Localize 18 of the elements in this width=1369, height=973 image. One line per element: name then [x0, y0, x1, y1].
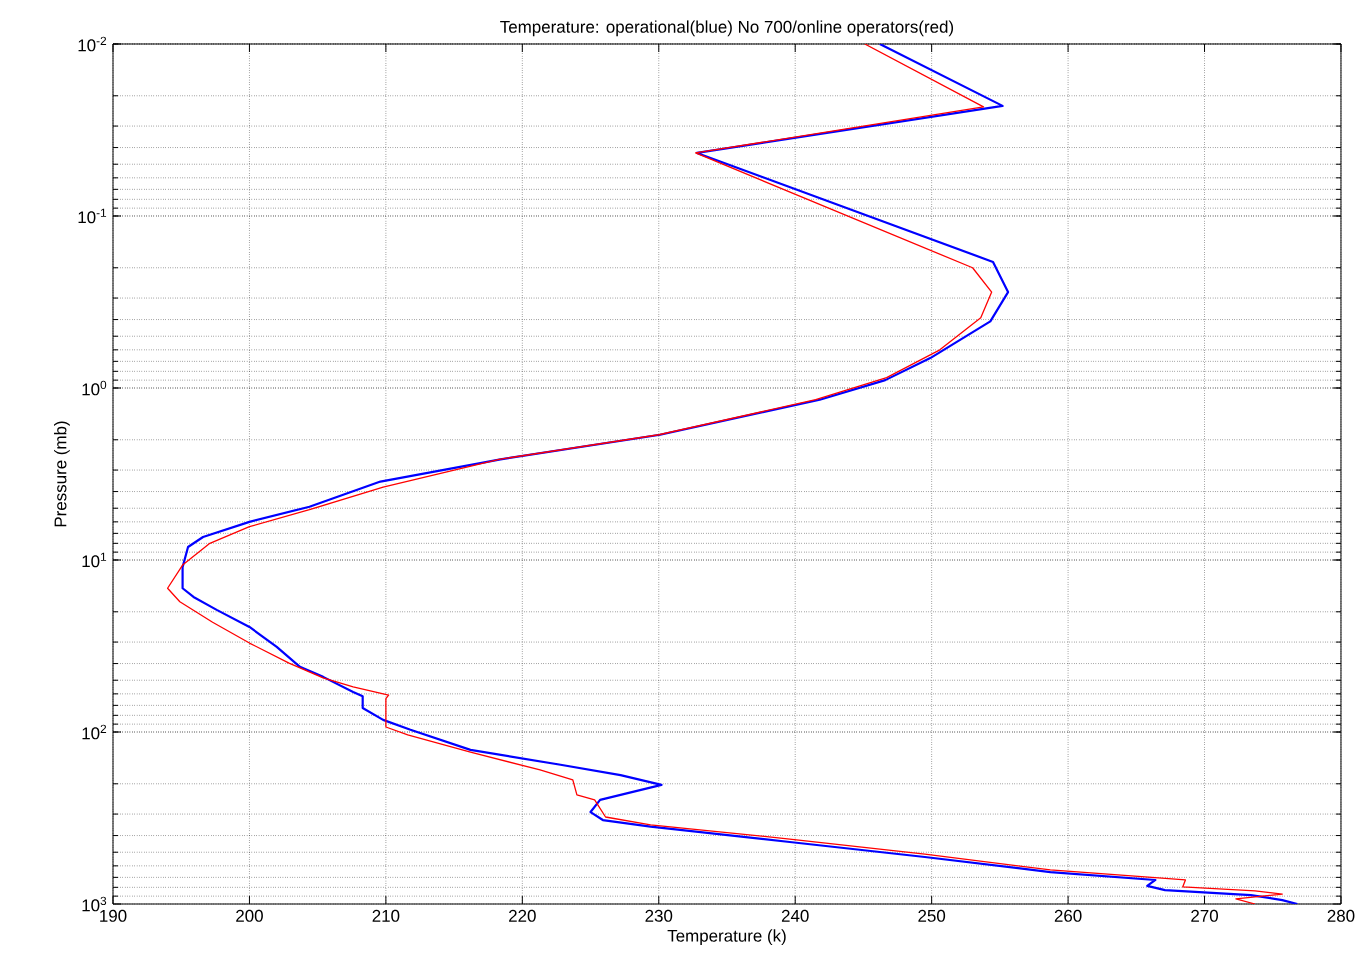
- x-axis-title: Temperature (k): [667, 929, 786, 946]
- x-tick-label: 260: [1054, 909, 1082, 922]
- x-tick-label: 240: [781, 909, 809, 922]
- y-tick-label: 10$^{-2}$: [78, 36, 107, 52]
- x-tick-label: 280: [1327, 909, 1355, 922]
- chart-title: Temperature: operational(blue) No 700/online operators(red): [500, 20, 954, 37]
- x-tick-label: 210: [372, 909, 400, 922]
- y-tick-label: 10$^{1}$: [82, 552, 107, 568]
- x-tick-label: 200: [236, 909, 263, 922]
- x-tick-label: 220: [509, 909, 536, 922]
- x-tick-label: 190: [100, 909, 127, 922]
- y-tick-label: 10$^{-1}$: [78, 208, 107, 224]
- x-tick-label: 270: [1191, 909, 1218, 922]
- y-tick-label: 10$^{0}$: [82, 380, 107, 396]
- y-axis-title: Pressure (mb): [54, 421, 70, 527]
- x-tick-label: 230: [645, 909, 673, 922]
- x-tick-label: 250: [918, 909, 946, 922]
- y-tick-label: 10$^{2}$: [82, 724, 107, 740]
